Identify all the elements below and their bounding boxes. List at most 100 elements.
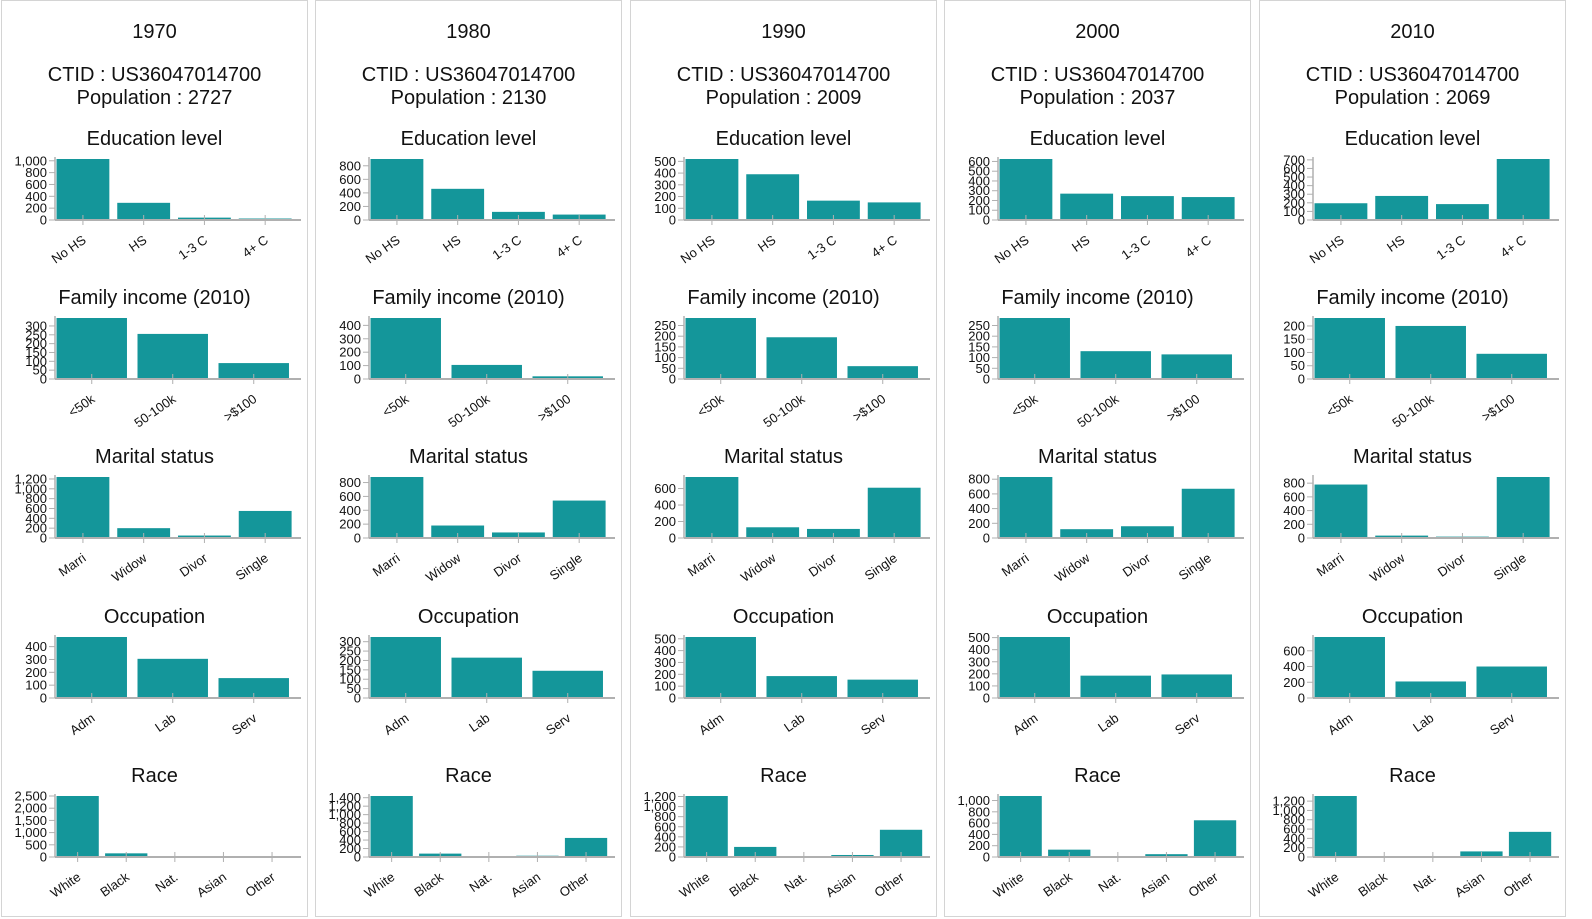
x-tick-label: Asian (823, 869, 858, 900)
chart-title: Education level (86, 128, 223, 150)
y-tick-label: 200 (1283, 675, 1305, 690)
x-tick-label: Asian (508, 869, 543, 900)
y-tick-label: 200 (654, 329, 676, 344)
chart-title: Occupation (417, 606, 520, 628)
x-tick-label: White (991, 869, 1027, 900)
y-tick-label: 1,200 (14, 471, 47, 486)
bar-no-hs (56, 159, 110, 220)
x-tick-label: HS (755, 232, 779, 255)
bar-white (56, 796, 99, 857)
y-tick-label: 400 (654, 643, 676, 658)
y-tick-label: 800 (25, 491, 47, 506)
y-tick-label: 300 (654, 655, 676, 670)
bar--50k (999, 318, 1070, 379)
bar-1-3-c (807, 200, 860, 220)
y-tick-label: 800 (339, 816, 361, 831)
bar-lab (1395, 681, 1466, 698)
y-tick-label: 600 (968, 154, 990, 169)
bar-other (1193, 820, 1237, 857)
y-tick-label: 200 (339, 653, 361, 668)
panel-ctid: CTID : US36047014700 (990, 64, 1205, 86)
bar-lab (137, 658, 208, 698)
x-tick-label: White (48, 869, 84, 900)
chart-title: Family income (2010) (58, 287, 251, 309)
y-tick-label: 1,000 (14, 153, 47, 168)
chart-title: Education level (715, 128, 852, 150)
panel-ctid: CTID : US36047014700 (47, 64, 262, 86)
panel-population: Population : 2037 (1019, 87, 1176, 109)
x-tick-label: 4+ C (1497, 232, 1528, 260)
y-tick-label: 0 (40, 691, 47, 706)
x-tick-label: Nat. (1095, 869, 1123, 895)
y-tick-label: 50 (662, 361, 676, 376)
y-tick-label: 100 (339, 672, 361, 687)
y-tick-label: 400 (654, 166, 676, 181)
bar-lab (766, 676, 837, 698)
y-tick-label: 500 (654, 631, 676, 646)
y-tick-label: 1,200 (1272, 794, 1305, 809)
y-tick-label: 200 (1283, 195, 1305, 210)
x-tick-label: Other (243, 869, 279, 900)
bar-serv (1476, 666, 1547, 698)
x-tick-label: Serv (229, 710, 260, 738)
x-tick-label: Widow (1367, 550, 1408, 585)
x-tick-label: Marri (685, 550, 718, 579)
x-tick-label: 50-100k (445, 391, 492, 431)
bar-black (734, 846, 777, 857)
y-tick-label: 800 (339, 158, 361, 173)
bar-hs (746, 174, 800, 220)
y-tick-label: 700 (1283, 152, 1305, 167)
y-tick-label: 100 (1283, 345, 1305, 360)
chart-title: Occupation (732, 606, 835, 628)
bar-marri (685, 477, 739, 538)
x-tick-label: Other (1186, 869, 1222, 900)
bar-adm (999, 637, 1070, 698)
y-tick-label: 0 (669, 531, 676, 546)
y-tick-label: 100 (25, 678, 47, 693)
chart-title: Occupation (103, 606, 206, 628)
y-tick-label: 600 (1283, 489, 1305, 504)
x-tick-label: 1-3 C (1433, 232, 1468, 263)
y-tick-label: 200 (25, 201, 47, 216)
x-tick-label: Lab (152, 710, 178, 735)
y-tick-label: 200 (339, 345, 361, 360)
bar-single (1496, 477, 1550, 538)
bar-adm (56, 637, 127, 698)
y-tick-label: 250 (25, 327, 47, 342)
chart-title: Occupation (1361, 606, 1464, 628)
y-tick-label: 150 (25, 345, 47, 360)
y-tick-label: 600 (968, 816, 990, 831)
x-tick-label: Nat. (1410, 869, 1438, 895)
y-tick-label: 600 (1283, 643, 1305, 658)
y-tick-label: 400 (25, 639, 47, 654)
x-tick-label: Black (1040, 869, 1075, 900)
bar-serv (1161, 674, 1232, 698)
bar-chart-race: White Black Nat. Asian Other05001,0001,5002,… (14, 789, 301, 901)
bar-single (867, 487, 921, 538)
y-tick-label: 0 (40, 531, 47, 546)
x-tick-label: 1-3 C (1118, 232, 1153, 263)
y-tick-label: 0 (983, 850, 990, 865)
bar-lab (451, 657, 522, 698)
x-tick-label: Marri (999, 550, 1032, 579)
y-tick-label: 500 (1283, 170, 1305, 185)
y-tick-label: 0 (669, 850, 676, 865)
y-tick-label: 100 (968, 350, 990, 365)
y-tick-label: 1,000 (14, 825, 47, 840)
bar--50k (1314, 318, 1385, 379)
y-tick-label: 600 (339, 489, 361, 504)
y-tick-label: 400 (968, 827, 990, 842)
chart-title: Education level (1344, 128, 1481, 150)
bar--100 (847, 366, 918, 379)
y-tick-label: 0 (669, 372, 676, 387)
x-tick-label: Adm (1325, 710, 1356, 738)
y-tick-label: 0 (983, 691, 990, 706)
y-tick-label: 0 (1298, 850, 1305, 865)
x-tick-label: 50-100k (131, 391, 178, 431)
